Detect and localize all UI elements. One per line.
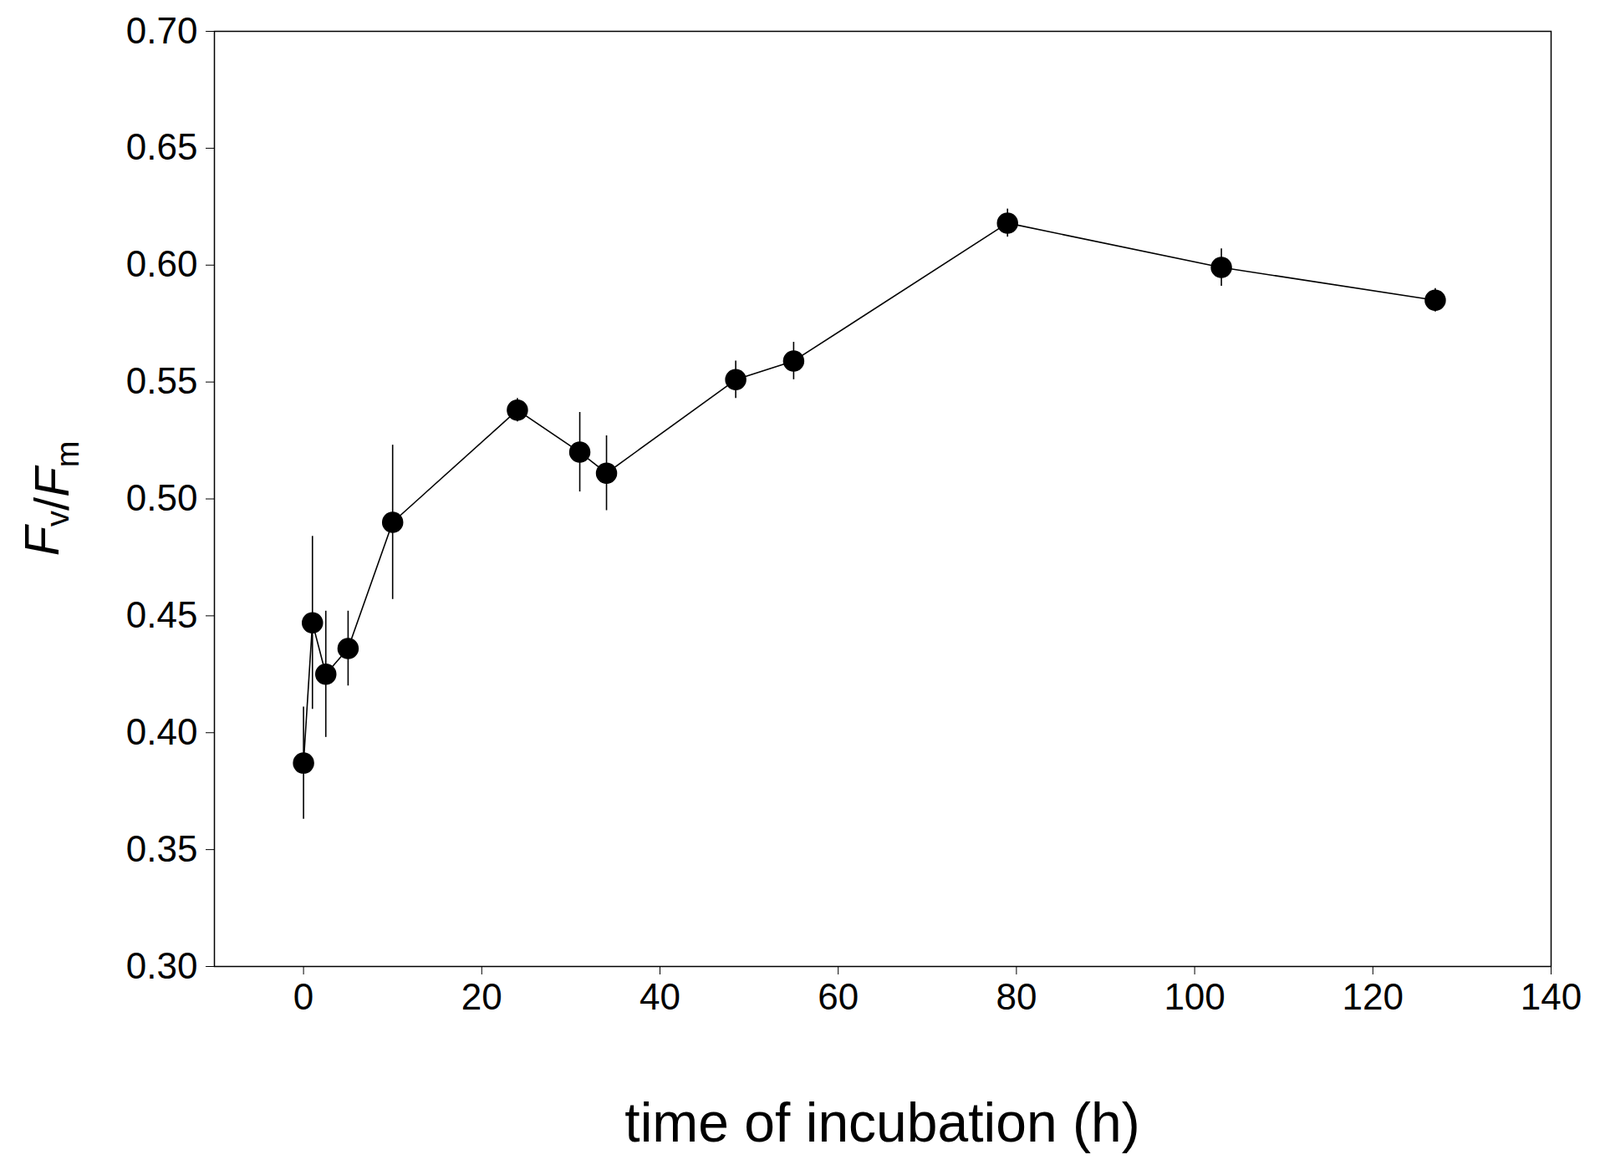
svg-text:0.60: 0.60: [126, 243, 199, 285]
svg-text:120: 120: [1342, 976, 1404, 1018]
svg-text:0.70: 0.70: [126, 10, 199, 51]
svg-text:0.35: 0.35: [126, 828, 199, 870]
svg-text:0.50: 0.50: [126, 477, 199, 519]
svg-text:100: 100: [1163, 976, 1225, 1018]
svg-text:0.45: 0.45: [126, 594, 199, 636]
svg-text:time of incubation (h): time of incubation (h): [624, 1091, 1140, 1154]
svg-text:Fv/Fm: Fv/Fm: [14, 441, 86, 557]
svg-text:0.55: 0.55: [126, 360, 199, 402]
svg-text:20: 20: [461, 976, 503, 1018]
svg-text:40: 40: [639, 976, 681, 1018]
svg-text:0.30: 0.30: [126, 945, 199, 987]
svg-text:60: 60: [817, 976, 859, 1018]
svg-text:0.40: 0.40: [126, 711, 199, 753]
svg-text:0.65: 0.65: [126, 126, 199, 168]
svg-text:140: 140: [1520, 976, 1582, 1018]
svg-text:0: 0: [293, 976, 314, 1018]
svg-text:80: 80: [995, 976, 1037, 1018]
